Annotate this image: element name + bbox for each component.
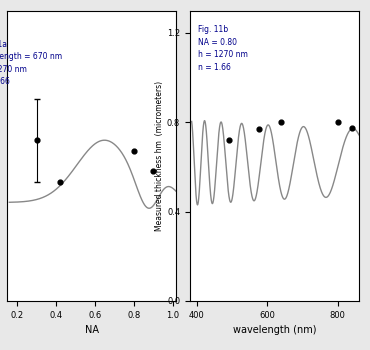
Point bbox=[34, 138, 40, 143]
X-axis label: NA: NA bbox=[85, 325, 99, 335]
X-axis label: wavelength (nm): wavelength (nm) bbox=[233, 325, 316, 335]
Point bbox=[226, 137, 232, 143]
Point bbox=[57, 179, 63, 184]
Point bbox=[335, 119, 341, 125]
Point bbox=[279, 119, 285, 125]
Point bbox=[349, 125, 355, 131]
Text: Fig. 11a
wavelength = 670 nm
h = 1270 nm
n = 1.66: Fig. 11a wavelength = 670 nm h = 1270 nm… bbox=[0, 40, 62, 86]
Point bbox=[256, 126, 262, 132]
Point bbox=[150, 168, 156, 174]
Text: Fig. 11b
NA = 0.80
h = 1270 nm
n = 1.66: Fig. 11b NA = 0.80 h = 1270 nm n = 1.66 bbox=[198, 25, 248, 71]
Point bbox=[131, 148, 137, 153]
Y-axis label: Measured thickness hm  (micrometers): Measured thickness hm (micrometers) bbox=[155, 81, 164, 231]
